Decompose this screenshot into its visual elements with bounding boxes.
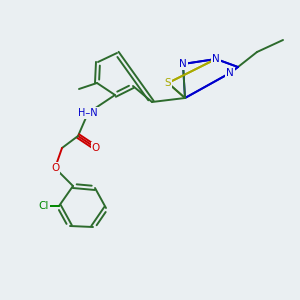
Text: N: N	[226, 68, 234, 78]
Text: Cl: Cl	[39, 201, 49, 211]
Text: N: N	[179, 59, 187, 69]
Text: O: O	[92, 143, 100, 153]
Text: N: N	[212, 54, 220, 64]
Text: S: S	[165, 78, 171, 88]
Text: H–N: H–N	[78, 108, 98, 118]
Text: O: O	[51, 163, 59, 173]
